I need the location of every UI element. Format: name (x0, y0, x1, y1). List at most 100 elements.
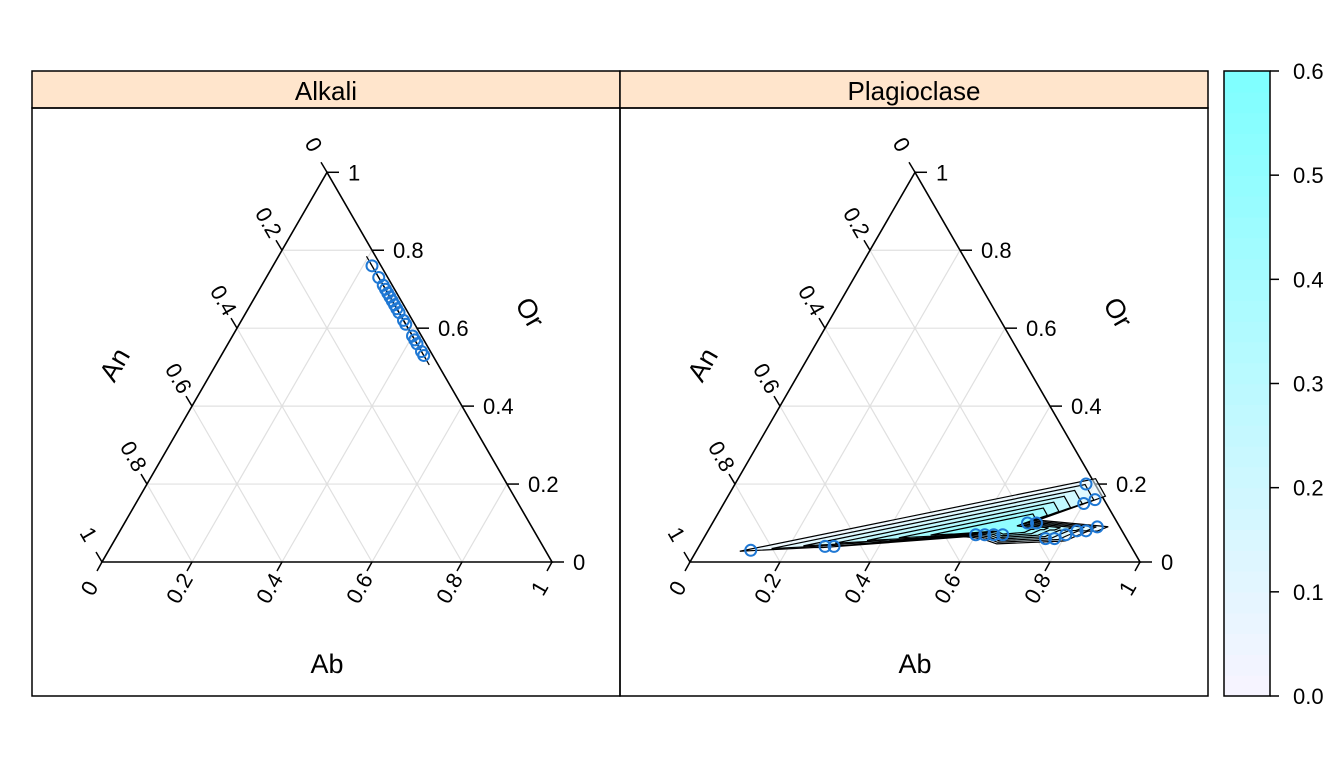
color-key: 0.0 0.1 0.2 0.3 0.4 0.5 0.6 (1223, 59, 1324, 709)
color-key-band (1224, 341, 1270, 364)
data-point (987, 528, 1001, 542)
color-key-label: 0.5 (1293, 163, 1324, 188)
tick-label-an: 0.4 (793, 281, 830, 320)
tick-label-or: 0.6 (1026, 316, 1057, 341)
grid (146, 249, 508, 563)
tick-mark (908, 161, 916, 173)
tick-mark (1044, 561, 1051, 572)
data-points (365, 259, 431, 362)
color-key-band (1224, 258, 1270, 280)
data-point (1070, 524, 1084, 538)
panel-frame (31, 107, 621, 697)
color-key-band (1224, 654, 1270, 676)
tick-label-ab: 0 (664, 577, 692, 600)
color-key-band (1224, 487, 1270, 510)
axis-title-an: An (93, 343, 135, 387)
tick-label-ab: 0.4 (839, 569, 876, 608)
tick-label-an: 0 (888, 133, 916, 156)
tick-mark (773, 395, 781, 407)
tick-mark (366, 561, 373, 572)
tick-mark (95, 551, 103, 563)
data-point (1059, 528, 1073, 542)
color-key-band (1224, 633, 1270, 655)
data-point (417, 348, 431, 362)
tick-label-or: 0.4 (483, 394, 514, 419)
tick-mark (818, 317, 826, 329)
tick-mark (456, 561, 463, 572)
axis-title-or: Or (1097, 292, 1138, 333)
color-key-band (1224, 279, 1270, 301)
color-key-band (1224, 196, 1270, 218)
tick-label-or: 0.8 (393, 238, 424, 263)
color-key-band (1224, 237, 1270, 260)
data-point (1077, 497, 1091, 511)
tick-label-an: 0 (300, 133, 328, 156)
data-point (996, 528, 1010, 542)
tick-mark (683, 551, 691, 563)
data-point (744, 543, 758, 557)
tick-mark (863, 239, 871, 251)
density-contours (739, 477, 1109, 552)
data-point (399, 317, 413, 331)
ternary-triangle (688, 170, 1142, 563)
ticks (683, 161, 1152, 572)
data-point (1030, 516, 1043, 530)
data-points (744, 477, 1104, 557)
tick-label-or: 0.4 (1071, 394, 1102, 419)
color-key-band (1224, 300, 1270, 322)
color-key-band (1224, 175, 1270, 197)
ternary-triangle (100, 170, 554, 563)
color-key-label: 0.1 (1293, 580, 1324, 605)
tick-mark (96, 561, 103, 572)
tick-label-an: 0.8 (703, 437, 740, 476)
color-key-band (1224, 133, 1270, 155)
color-key-band (1224, 425, 1270, 447)
tick-label-an: 0.2 (250, 203, 287, 242)
panel-plagioclase: Plagioclase 0 0 0 0.2 0.2 0.2 0.4 0.4 0.4 0.6 0.6 0.… (619, 70, 1209, 697)
tick-mark (185, 395, 193, 407)
tick-label-ab: 0.6 (341, 569, 378, 608)
tick-label-an: 0.8 (115, 437, 152, 476)
tick-mark (1134, 561, 1141, 572)
color-key-band (1224, 466, 1270, 489)
tick-label-or: 1 (348, 160, 360, 185)
tick-label-ab: 1 (1114, 577, 1142, 600)
tick-mark (546, 561, 553, 572)
color-key-label: 0.3 (1293, 372, 1324, 397)
axis-title-ab: Ab (898, 649, 931, 679)
color-key-band (1224, 362, 1270, 385)
tick-label-or: 0.2 (1116, 472, 1147, 497)
panel-frame (619, 107, 1209, 697)
axis-title-or: Or (509, 292, 550, 333)
grid-line (146, 483, 193, 563)
tick-label-or: 0 (573, 550, 585, 575)
tick-mark (774, 561, 781, 572)
color-key-band (1224, 550, 1270, 572)
data-point (1090, 520, 1104, 534)
color-key-band (1224, 508, 1270, 530)
color-key-band (1224, 112, 1270, 135)
tick-label-or: 0 (1161, 550, 1173, 575)
data-point (1088, 493, 1102, 507)
color-key-band (1224, 91, 1270, 114)
color-key-band (1224, 571, 1270, 593)
strip-plagioclase (619, 70, 1209, 109)
tick-label-ab: 0.8 (1019, 569, 1056, 608)
grid-line (461, 483, 508, 563)
tick-label-ab: 0.8 (431, 569, 468, 608)
data-point (969, 528, 983, 542)
tick-label-ab: 0 (76, 577, 104, 600)
color-key-band (1224, 321, 1270, 343)
contour-line (930, 513, 1037, 536)
tick-label-an: 0.4 (205, 281, 242, 320)
tick-label-an: 0.6 (160, 359, 197, 398)
tick-label-or: 0.8 (981, 238, 1012, 263)
data-point (1039, 532, 1052, 546)
color-key-label: 0.2 (1293, 476, 1324, 501)
strip-label: Alkali (295, 76, 357, 106)
tick-mark (186, 561, 193, 572)
color-key-label: 0.6 (1293, 59, 1324, 84)
color-key-band (1224, 71, 1270, 93)
panel-alkali: Alkali 0 0 0 0.2 0.2 0.2 0.4 0.4 0.4 0.6 0.6 0.6 0.8 0… (31, 70, 621, 697)
data-point (365, 259, 379, 273)
